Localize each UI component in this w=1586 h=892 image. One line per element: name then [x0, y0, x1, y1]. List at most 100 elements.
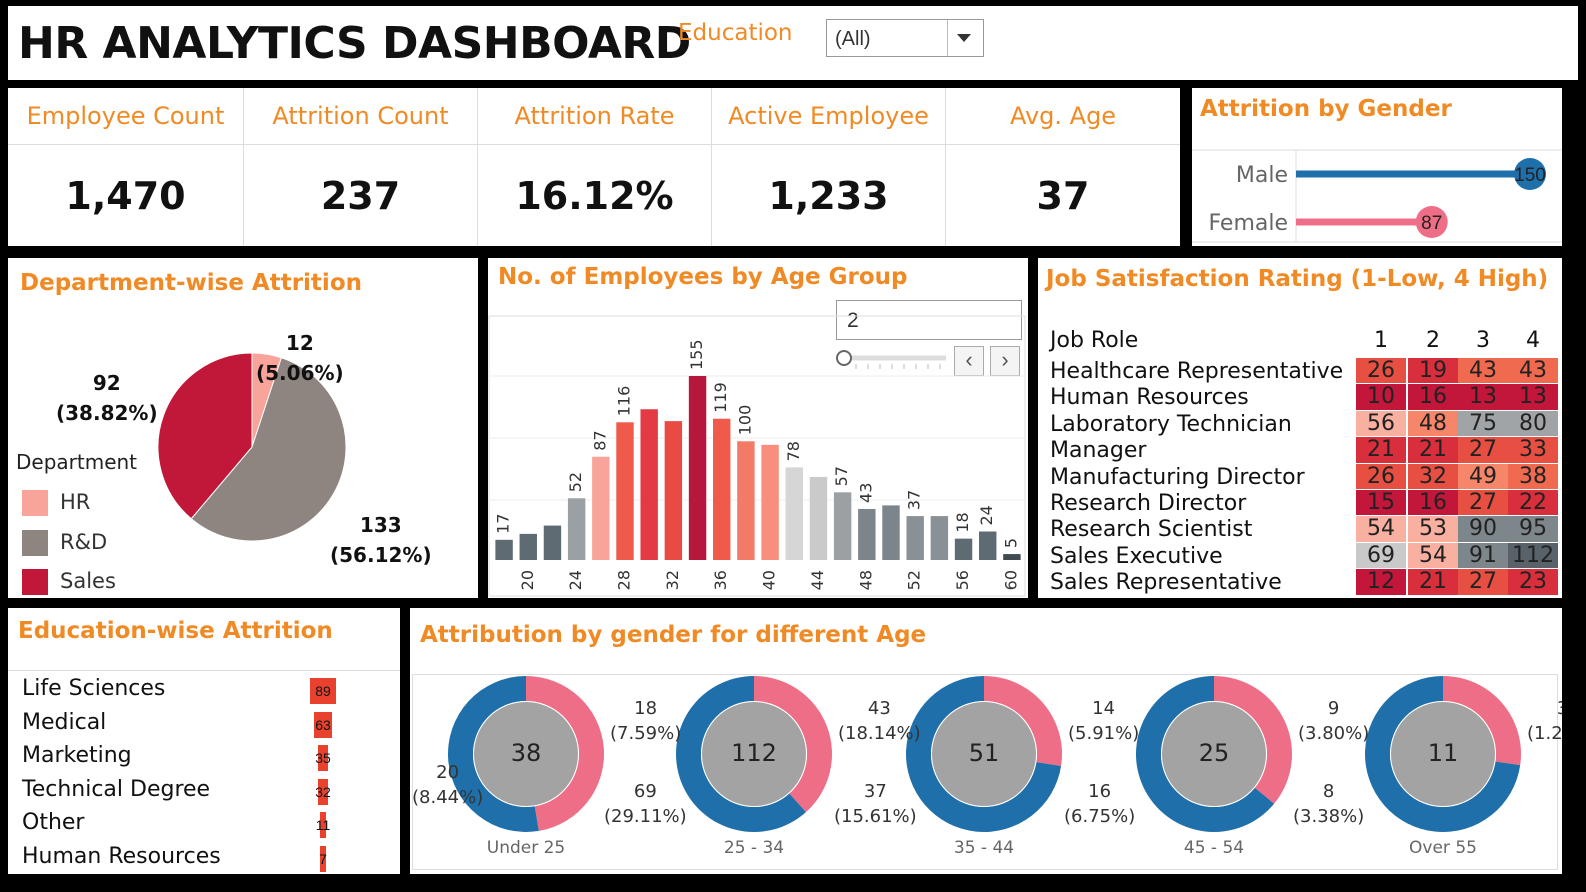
bin-size-input[interactable]: 2 — [836, 300, 1022, 340]
age-bar[interactable] — [737, 441, 755, 560]
education-bar[interactable] — [317, 745, 329, 772]
education-bar[interactable] — [320, 812, 326, 839]
heatmap-cell[interactable]: 22 — [1508, 490, 1558, 516]
pie-slice-sales[interactable] — [157, 352, 253, 520]
x-tick-label: 44 — [808, 570, 827, 590]
age-bar[interactable] — [640, 409, 658, 560]
heatmap-cell[interactable]: 13 — [1508, 384, 1558, 410]
donut-female-segment[interactable] — [1214, 676, 1292, 804]
donut-female-segment[interactable] — [754, 676, 832, 813]
heatmap-cell[interactable]: 49 — [1458, 463, 1508, 489]
age-bar[interactable] — [882, 505, 900, 560]
heatmap-cell[interactable]: 13 — [1458, 384, 1508, 410]
heatmap-column-header: 1 — [1374, 328, 1388, 353]
bar-data-label: 52 — [566, 472, 585, 492]
donut-male-segment[interactable] — [1365, 676, 1521, 832]
age-bar[interactable] — [664, 421, 683, 560]
heatmap-cell[interactable]: 23 — [1508, 569, 1558, 595]
heatmap-cell[interactable]: 16 — [1408, 384, 1458, 410]
heatmap-cell[interactable]: 10 — [1356, 384, 1406, 410]
kpi-value: 1,470 — [65, 174, 186, 218]
age-bar[interactable] — [930, 516, 949, 560]
heatmap-cell[interactable]: 27 — [1458, 437, 1508, 463]
heatmap-cell[interactable]: 21 — [1408, 569, 1458, 595]
chevron-down-icon[interactable] — [957, 34, 971, 42]
heatmap-cell[interactable]: 33 — [1508, 437, 1558, 463]
age-bar[interactable] — [979, 531, 997, 560]
heatmap-cell[interactable]: 56 — [1356, 410, 1406, 437]
heatmap-cell[interactable]: 69 — [1356, 542, 1406, 569]
age-bar[interactable] — [713, 418, 731, 560]
heatmap-cell[interactable]: 43 — [1508, 358, 1558, 384]
donut-value: 37 — [863, 781, 887, 802]
donut-male-segment[interactable] — [676, 676, 806, 832]
panel-title: Attrition by Gender — [1200, 96, 1452, 122]
age-bar[interactable] — [567, 498, 586, 560]
donut-male-label: 16 (6.75%) — [1064, 779, 1135, 829]
age-bar[interactable] — [519, 533, 537, 560]
education-bar[interactable] — [313, 711, 333, 738]
age-bar[interactable] — [688, 376, 707, 560]
education-bar[interactable] — [318, 778, 328, 805]
education-label: Technical Degree — [22, 776, 211, 802]
donut-value: 20 — [436, 762, 460, 783]
heatmap-cell[interactable]: 15 — [1356, 490, 1406, 516]
heatmap-cell[interactable]: 38 — [1508, 463, 1558, 489]
donut-male-segment[interactable] — [448, 676, 539, 832]
chevron-left-icon[interactable]: ‹ — [954, 346, 984, 376]
heatmap-cell[interactable]: 75 — [1458, 410, 1508, 437]
education-bar[interactable] — [320, 846, 326, 872]
bin-size-slider[interactable] — [834, 350, 954, 374]
heatmap-cell[interactable]: 43 — [1458, 358, 1508, 384]
gender-value: 87 — [1421, 213, 1442, 234]
age-bar[interactable] — [616, 422, 634, 560]
donut-male-segment[interactable] — [1136, 676, 1275, 832]
age-bar[interactable] — [858, 508, 876, 560]
donut-female-segment[interactable] — [526, 676, 604, 831]
age-bar[interactable] — [954, 538, 973, 560]
bar-data-label: 18 — [953, 512, 972, 532]
donut-male-segment[interactable] — [906, 676, 1062, 832]
attrition-by-gender-panel: Attrition by Gender Male 150 Female 87 — [1192, 88, 1562, 246]
heatmap-cell[interactable]: 26 — [1356, 463, 1406, 489]
age-bar[interactable] — [1003, 554, 1021, 560]
age-bar[interactable] — [592, 456, 610, 560]
heatmap-column-header: 2 — [1426, 328, 1440, 353]
heatmap-cell[interactable]: 48 — [1408, 410, 1458, 437]
chevron-right-icon[interactable]: › — [990, 346, 1020, 376]
education-bar[interactable] — [310, 678, 336, 704]
gender-dot-male[interactable] — [1514, 158, 1546, 190]
heatmap-cell[interactable]: 91 — [1458, 542, 1508, 569]
heatmap-cell[interactable]: 53 — [1408, 516, 1458, 542]
education-value: 63 — [315, 716, 331, 733]
heatmap-cell[interactable]: 54 — [1408, 542, 1458, 569]
heatmap-cell[interactable]: 27 — [1458, 569, 1508, 595]
kpi-label: Active Employee — [728, 102, 929, 130]
heatmap-cell[interactable]: 90 — [1458, 516, 1508, 542]
heatmap-cell[interactable]: 27 — [1458, 490, 1508, 516]
pie-slice-rnd[interactable] — [190, 357, 347, 542]
heatmap-cell[interactable]: 95 — [1508, 516, 1558, 542]
age-bar[interactable] — [495, 539, 513, 560]
age-bar[interactable] — [543, 525, 562, 560]
heatmap-cell[interactable]: 26 — [1356, 358, 1406, 384]
age-bar[interactable] — [785, 467, 803, 560]
heatmap-cell[interactable]: 21 — [1408, 437, 1458, 463]
donut-female-segment[interactable] — [984, 676, 1062, 766]
heatmap-cell[interactable]: 21 — [1356, 437, 1406, 463]
heatmap-cell[interactable]: 80 — [1508, 410, 1558, 437]
heatmap-cell[interactable]: 12 — [1356, 569, 1406, 595]
age-bar[interactable] — [833, 492, 852, 560]
heatmap-cell[interactable]: 112 — [1508, 542, 1558, 569]
age-bar[interactable] — [761, 444, 779, 560]
heatmap-cell[interactable]: 16 — [1408, 490, 1458, 516]
heatmap-cell[interactable]: 32 — [1408, 463, 1458, 489]
education-filter-dropdown[interactable]: (All) — [826, 19, 984, 57]
age-bar[interactable] — [906, 516, 924, 560]
gender-dot-female[interactable] — [1415, 206, 1448, 238]
donut-female-segment[interactable] — [1443, 676, 1522, 766]
heatmap-cell[interactable]: 54 — [1356, 516, 1406, 542]
age-bar[interactable] — [809, 476, 828, 560]
education-filter-value: (All) — [835, 28, 871, 50]
heatmap-cell[interactable]: 19 — [1408, 358, 1458, 384]
